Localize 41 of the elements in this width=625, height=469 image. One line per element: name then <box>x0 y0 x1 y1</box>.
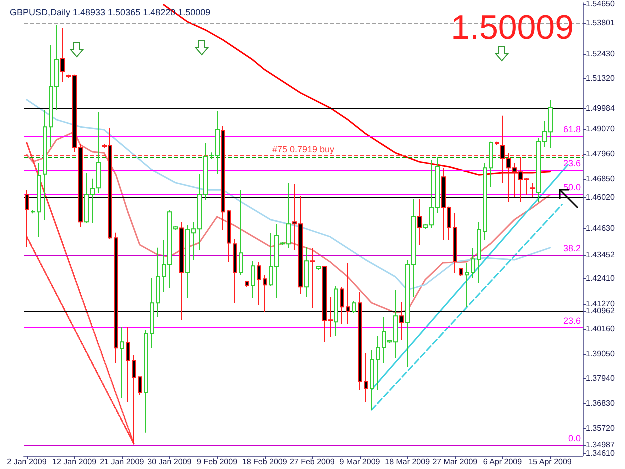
x-tick-label: 27 Feb 2009 <box>290 458 336 466</box>
text: GBPUSD,Daily 1.48933 1.50365 1.48220 1.50009 <box>10 8 211 18</box>
y-tick-label: 1.34987 <box>586 440 616 450</box>
annotation: 23.6 <box>563 316 581 326</box>
x-tick-label: 15 Apr 2009 <box>528 458 572 466</box>
annotation: 23.6 <box>563 158 581 169</box>
x-tick-label: 12 Jan 2009 <box>52 458 98 466</box>
y-tick-label: 1.43452 <box>586 250 616 260</box>
annotation: 1.50009 <box>451 9 574 47</box>
annotation: 38.2 <box>563 244 581 254</box>
y-tick-label: 1.46850 <box>586 174 616 184</box>
x-tick-label: 18 Feb 2009 <box>242 458 288 466</box>
y-tick-label: 1.42410 <box>586 274 616 283</box>
y-tick-label: 1.35720 <box>586 424 616 433</box>
x-tick-label: 9 Mar 2009 <box>340 458 381 466</box>
x-tick-label: 21 Jan 2009 <box>100 458 145 466</box>
x-tick-label: 18 Mar 2009 <box>385 458 431 466</box>
x-tick-label: 9 Feb 2009 <box>197 458 238 466</box>
annotation: 61.8 <box>563 124 581 135</box>
y-tick-label: 1.41270 <box>586 299 616 308</box>
y-tick-label: 1.54650 <box>586 0 616 8</box>
x-tick-label: 2 Jan 2009 <box>7 458 48 466</box>
y-tick-label: 1.46020 <box>586 192 616 202</box>
y-tick-label: 1.40962 <box>586 306 616 316</box>
y-tick-label: 1.44630 <box>586 224 616 234</box>
ref-line-label: #75 0.7919 buy <box>272 144 336 155</box>
x-tick-label: 27 Mar 2009 <box>432 458 478 466</box>
y-tick-label: 1.51320 <box>586 74 616 84</box>
y-tick-label: 1.52430 <box>586 49 616 58</box>
annotation: 0.0 <box>568 433 581 444</box>
y-tick-label: 1.37940 <box>586 374 616 384</box>
y-tick-label: 1.47960 <box>586 149 616 158</box>
y-tick-label: 1.53801 <box>586 18 616 28</box>
y-tick-label: 1.36830 <box>586 399 616 408</box>
y-tick-label: 1.39050 <box>586 349 616 358</box>
x-tick-label: 6 Apr 2009 <box>483 458 523 466</box>
y-tick-label: 1.49070 <box>586 124 616 134</box>
y-tick-label: 1.40160 <box>586 324 616 334</box>
y-tick-label: 1.49984 <box>586 104 616 114</box>
x-tick-label: 30 Jan 2009 <box>148 458 192 466</box>
y-tick-label: 1.34610 <box>586 448 616 458</box>
